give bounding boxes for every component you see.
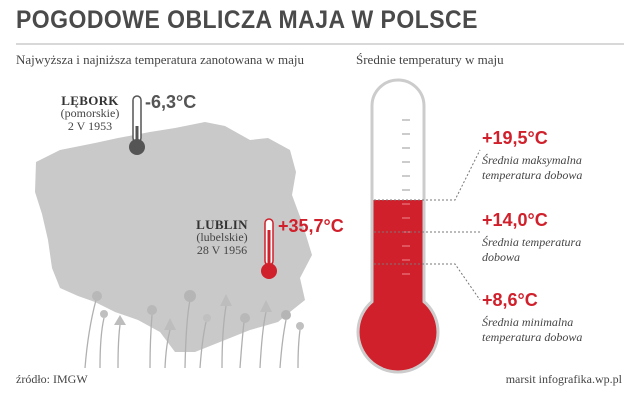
page-title: POGODOWE OBLICZA MAJA W POLSCE bbox=[16, 6, 478, 34]
subtitle-extremes: Najwyższa i najniższa temperatura zanoto… bbox=[16, 52, 305, 67]
lublin-thermometer-icon bbox=[261, 218, 277, 279]
avg-max-temp: +19,5°C bbox=[482, 128, 548, 148]
avg-max-label-line2: temperatura dobowa bbox=[482, 168, 583, 182]
flowers-decoration bbox=[84, 290, 304, 369]
subtitle-averages: Średnie temperatury w maju bbox=[356, 52, 504, 67]
lebork-thermometer-icon bbox=[129, 95, 145, 155]
lebork-temp: -6,3°C bbox=[145, 92, 197, 112]
thermometer-ticks bbox=[402, 119, 410, 191]
lebork-city-name: LĘBORK bbox=[61, 93, 119, 108]
avg-mean-label-line2: dobowa bbox=[482, 250, 521, 264]
credit-note: marsit infografika.wp.pl bbox=[505, 372, 622, 386]
source-note: źródło: IMGW bbox=[16, 372, 88, 386]
lublin-date: 28 V 1956 bbox=[196, 243, 248, 257]
avg-mean-label: Średnia temperatura dobowa bbox=[482, 235, 581, 265]
lebork-info: LĘBORK (pomorskie) 2 V 1953 bbox=[48, 94, 132, 133]
avg-min-label-line1: Średnia minimalna bbox=[482, 315, 574, 329]
thermometer-bulb bbox=[359, 293, 437, 371]
lublin-region: (lubelskie) bbox=[196, 230, 248, 244]
lublin-temp: +35,7°C bbox=[278, 216, 344, 236]
avg-min-label: Średnia minimalna temperatura dobowa bbox=[482, 315, 582, 345]
avg-max-label-line1: Średnia maksymalna bbox=[482, 153, 582, 167]
poland-map-shape bbox=[35, 122, 312, 352]
lebork-region: (pomorskie) bbox=[60, 106, 120, 120]
lublin-info: LUBLIN (lubelskie) 28 V 1956 bbox=[180, 218, 264, 257]
title-divider bbox=[16, 43, 624, 45]
avg-mean-label-line1: Średnia temperatura bbox=[482, 235, 582, 249]
avg-mean-temp: +14,0°C bbox=[482, 210, 548, 230]
leader-lines bbox=[374, 149, 481, 301]
lebork-date: 2 V 1953 bbox=[67, 119, 113, 133]
avg-min-temp: +8,6°C bbox=[482, 290, 538, 310]
lublin-city-name: LUBLIN bbox=[196, 217, 248, 232]
avg-min-label-line2: temperatura dobowa bbox=[482, 330, 583, 344]
avg-max-label: Średnia maksymalna temperatura dobowa bbox=[482, 153, 582, 183]
